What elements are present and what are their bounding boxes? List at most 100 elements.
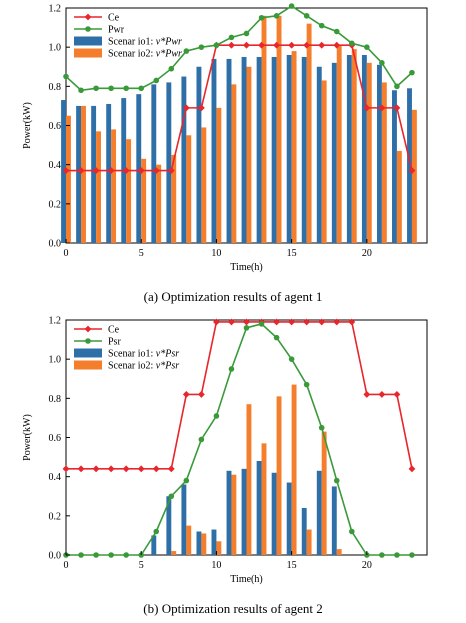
y-axis-label: Power(kW) bbox=[22, 414, 33, 461]
y-tick-label-4: 0.8 bbox=[49, 82, 62, 93]
bar-s2-18 bbox=[336, 549, 342, 555]
bar-s2-9 bbox=[201, 127, 207, 243]
point-ce-0 bbox=[62, 465, 70, 473]
bar-s2-11 bbox=[231, 474, 237, 555]
x-tick-label-1: 5 bbox=[139, 560, 144, 571]
legend-expr-s2: v*Pwr bbox=[156, 49, 182, 60]
legend-label-s1: Scenar io1: v*Pwr bbox=[108, 37, 182, 48]
point-pwr-2 bbox=[93, 85, 99, 92]
point-ce-10 bbox=[213, 318, 220, 326]
y-tick-label-4: 0.8 bbox=[49, 394, 62, 405]
bar-s1-8 bbox=[181, 484, 187, 555]
point-ce-22 bbox=[393, 391, 401, 398]
point-psr-23 bbox=[409, 552, 415, 558]
bar-s2-17 bbox=[321, 431, 327, 555]
bar-s1-17 bbox=[316, 470, 322, 555]
point-psr-21 bbox=[379, 552, 385, 558]
point-ce-14 bbox=[273, 41, 280, 49]
x-tick-label-0: 0 bbox=[64, 560, 69, 571]
point-ce-3 bbox=[107, 167, 115, 174]
point-pwr-18 bbox=[333, 28, 340, 35]
y-tick-label-6: 1.2 bbox=[49, 316, 62, 327]
bar-s2-15 bbox=[291, 384, 297, 555]
bar-s1-12 bbox=[241, 56, 247, 244]
bar-s2-12 bbox=[246, 66, 252, 243]
chart-agent-1: 0 5 10 15 20 0.0 0.2 0.4 0.6 0.8 1.0 1.2 Time(h) Powe… bbox=[22, 3, 428, 273]
point-pwr-20 bbox=[364, 44, 370, 50]
point-pwr-12 bbox=[243, 30, 250, 37]
point-pwr-6 bbox=[153, 77, 160, 84]
legend-expr-s1: v*Pwr bbox=[156, 37, 182, 48]
point-ce-8 bbox=[182, 104, 190, 112]
point-ce-5 bbox=[137, 167, 145, 174]
bar-s1-9 bbox=[196, 531, 202, 555]
x-tick-label-3: 15 bbox=[287, 560, 297, 571]
x-tick-label-2: 10 bbox=[211, 248, 221, 259]
bar-s1-18 bbox=[331, 486, 337, 555]
bar-s1-3 bbox=[106, 103, 112, 243]
bar-s1-7 bbox=[166, 82, 172, 244]
point-pwr-19 bbox=[348, 40, 355, 47]
point-ce-9 bbox=[197, 391, 205, 398]
bar-s2-14 bbox=[276, 15, 282, 244]
legend-text-s2: Scenar io2: bbox=[108, 361, 156, 372]
bar-s1-18 bbox=[331, 62, 337, 244]
bar-s1-7 bbox=[166, 496, 172, 555]
bar-s1-14 bbox=[271, 56, 277, 244]
y-tick-label-0: 0.0 bbox=[49, 239, 62, 250]
point-psr-16 bbox=[303, 381, 310, 388]
bar-s2-7 bbox=[171, 154, 177, 243]
legend-entry-ce: Ce bbox=[74, 13, 120, 24]
point-ce-18 bbox=[333, 41, 341, 49]
point-ce-7 bbox=[167, 465, 175, 473]
point-ce-15 bbox=[288, 318, 296, 326]
y-axis-label: Power(kW) bbox=[22, 102, 33, 149]
point-psr-6 bbox=[153, 528, 160, 535]
point-pwr-3 bbox=[108, 85, 114, 92]
bar-s2-1 bbox=[81, 105, 86, 244]
point-ce-1 bbox=[77, 167, 85, 174]
point-ce-21 bbox=[378, 104, 386, 112]
point-psr-9 bbox=[198, 436, 205, 443]
y-tick-label-5: 1.0 bbox=[49, 43, 62, 54]
point-ce-14 bbox=[273, 318, 280, 326]
x-tick-label-4: 20 bbox=[362, 248, 372, 259]
legend-text-s1: Scenar io1: bbox=[108, 349, 156, 360]
y-tick-label-3: 0.6 bbox=[49, 433, 62, 444]
bar-s1-23 bbox=[407, 88, 412, 244]
point-ce-17 bbox=[318, 318, 326, 326]
bar-s1-22 bbox=[392, 90, 397, 243]
legend-text-psr: Psr bbox=[108, 337, 121, 348]
legend-label-s1: Scenar io1: v*Psr bbox=[108, 349, 179, 360]
bar-s1-2 bbox=[91, 105, 97, 244]
point-psr-13 bbox=[258, 321, 265, 327]
point-ce-11 bbox=[228, 318, 235, 326]
point-ce-4 bbox=[122, 167, 130, 174]
point-ce-20 bbox=[363, 391, 371, 398]
point-pwr-1 bbox=[78, 87, 84, 94]
legend-swatch-s2 bbox=[74, 48, 102, 58]
point-ce-11 bbox=[228, 41, 235, 49]
legend-entry-pwr: Pwr bbox=[74, 25, 125, 36]
y-tick-label-3: 0.6 bbox=[49, 121, 62, 132]
bar-s1-5 bbox=[136, 94, 142, 244]
legend-text-ce: Ce bbox=[108, 13, 120, 24]
bar-s1-9 bbox=[196, 66, 202, 243]
bar-s1-13 bbox=[256, 461, 262, 555]
point-ce-16 bbox=[303, 41, 311, 49]
bar-s2-7 bbox=[171, 551, 177, 555]
bar-s1-1 bbox=[76, 105, 82, 244]
point-pwr-11 bbox=[228, 34, 235, 41]
point-ce-21 bbox=[378, 391, 386, 398]
point-ce-8 bbox=[182, 391, 190, 398]
caption-agent-2: (b) Optimization results of agent 2 bbox=[143, 601, 323, 616]
point-pwr-7 bbox=[168, 65, 175, 72]
legend-marker-pwr bbox=[85, 26, 91, 32]
x-tick-label-3: 15 bbox=[287, 248, 297, 259]
point-ce-15 bbox=[288, 41, 296, 49]
point-psr-22 bbox=[394, 552, 400, 558]
point-pwr-4 bbox=[123, 85, 129, 92]
bar-s1-11 bbox=[226, 470, 232, 555]
point-pwr-22 bbox=[394, 83, 400, 90]
bar-s2-6 bbox=[156, 164, 162, 243]
